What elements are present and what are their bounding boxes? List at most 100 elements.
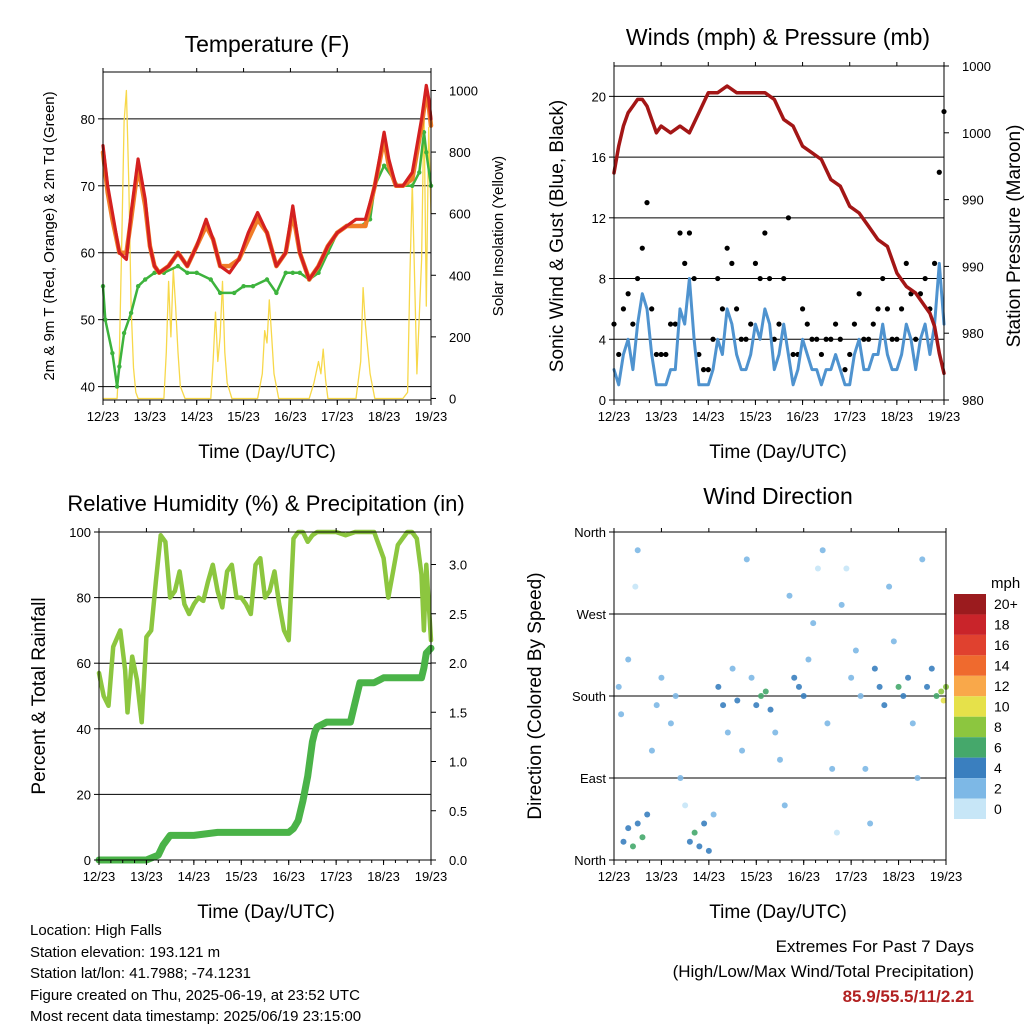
dewpoint-point bbox=[208, 277, 213, 282]
precipitation-series bbox=[95, 644, 435, 864]
humidity-xlabel: Time (Day/UTC) bbox=[197, 902, 335, 923]
y2-tick-label: 0 bbox=[449, 391, 456, 406]
colorbar-swatch bbox=[954, 798, 986, 819]
direction-title: Wind Direction bbox=[703, 483, 853, 509]
gust-point bbox=[875, 306, 881, 312]
direction-point bbox=[814, 565, 821, 572]
rh-line bbox=[96, 529, 434, 725]
direction-point bbox=[705, 847, 712, 854]
x-tick-label: 16/23 bbox=[786, 409, 819, 424]
direction-point bbox=[800, 693, 807, 699]
x-tick-label: 13/23 bbox=[645, 869, 678, 884]
direction-point bbox=[924, 683, 931, 690]
x-tick-label: 16/23 bbox=[787, 869, 820, 884]
gust-point bbox=[738, 336, 744, 342]
gust-point bbox=[710, 336, 716, 342]
station-info: Location: High Falls Station elevation: … bbox=[30, 920, 361, 1028]
gust-point bbox=[696, 351, 702, 358]
x-tick-label: 14/23 bbox=[693, 869, 726, 884]
direction-panel: Wind Direction NorthEastSouthWestNorth12… bbox=[525, 483, 1020, 923]
direction-point bbox=[914, 775, 921, 781]
direction-point bbox=[867, 820, 874, 827]
direction-point bbox=[895, 683, 902, 690]
gust-point bbox=[757, 275, 763, 282]
temperature-title: Temperature (F) bbox=[185, 31, 350, 57]
direction-point bbox=[871, 665, 878, 672]
dewpoint-point bbox=[175, 263, 181, 269]
humidity-ylabel-left: Percent & Total Rainfall bbox=[29, 597, 50, 794]
y2-tick-label: 1.5 bbox=[449, 705, 467, 720]
direction-point bbox=[781, 802, 788, 809]
x-tick-label: 12/23 bbox=[598, 869, 631, 884]
precip-line bbox=[95, 644, 435, 864]
y-tick-label: 8 bbox=[599, 272, 606, 287]
humidity-panel: Relative Humidity (%) & Precipitation (i… bbox=[29, 491, 467, 923]
colorbar-label: 0 bbox=[994, 801, 1002, 817]
gust-point bbox=[625, 291, 631, 297]
y2-tick-label: 1.0 bbox=[449, 755, 467, 770]
colorbar-swatch bbox=[954, 716, 986, 738]
gust-point bbox=[837, 336, 843, 342]
gust-point bbox=[903, 260, 909, 266]
x-tick-label: 14/23 bbox=[692, 409, 725, 424]
gust-point bbox=[715, 275, 721, 282]
direction-point bbox=[720, 702, 727, 709]
gust-point bbox=[799, 306, 806, 312]
direction-point bbox=[824, 720, 831, 727]
direction-point bbox=[786, 592, 793, 599]
colorbar-label: 6 bbox=[994, 739, 1002, 755]
y2-tick-label: 0.0 bbox=[449, 853, 467, 868]
x-tick-label: 19/23 bbox=[415, 869, 448, 884]
y-tick-label: North bbox=[574, 525, 606, 540]
direction-point bbox=[919, 556, 926, 563]
colorbar-swatch bbox=[954, 757, 986, 779]
y2-tick-label: 200 bbox=[449, 330, 471, 345]
solar-insolation-series bbox=[102, 89, 432, 400]
dewpoint-point bbox=[135, 284, 141, 289]
direction-point bbox=[758, 693, 765, 699]
gust-point bbox=[922, 275, 928, 282]
y-tick-label: 70 bbox=[81, 179, 95, 194]
dewpoint-point bbox=[381, 163, 387, 168]
y2-tick-label: 1000 bbox=[962, 126, 991, 141]
gust-point bbox=[889, 336, 895, 342]
gust-point bbox=[752, 260, 759, 266]
y-tick-label: 50 bbox=[81, 313, 95, 328]
gust-point bbox=[776, 321, 782, 327]
direction-point bbox=[753, 702, 760, 709]
gust-point bbox=[658, 351, 664, 358]
direction-point bbox=[658, 674, 665, 681]
gust-point bbox=[832, 321, 839, 327]
direction-point bbox=[881, 702, 888, 709]
colorbar-label: 12 bbox=[994, 678, 1010, 694]
gust-point bbox=[790, 351, 796, 358]
dewpoint-series bbox=[100, 130, 434, 389]
gust-point bbox=[672, 321, 678, 327]
dewpoint-point bbox=[194, 270, 199, 276]
dewpoint-point bbox=[316, 270, 321, 276]
colorbar-label: 16 bbox=[994, 637, 1010, 653]
gust-point bbox=[733, 306, 740, 312]
gust-point bbox=[667, 321, 674, 327]
x-tick-label: 15/23 bbox=[227, 409, 260, 424]
humidity-title: Relative Humidity (%) & Precipitation (i… bbox=[67, 491, 464, 516]
gust-point bbox=[870, 321, 876, 327]
direction-point bbox=[928, 665, 935, 672]
gust-point bbox=[936, 169, 942, 175]
colorbar-swatch bbox=[954, 696, 986, 717]
dewpoint-point bbox=[250, 284, 256, 289]
direction-point bbox=[933, 693, 940, 699]
direction-point bbox=[848, 674, 855, 681]
winds-axes: 0 4 8 12 16 20 12/23 13/23 14/23 15/23 16/23 17/23 1… bbox=[592, 59, 991, 424]
dewpoint-point bbox=[110, 350, 115, 356]
gust-point bbox=[700, 367, 707, 373]
humidity-axes: 0 20 40 60 80 100 12/23 13/23 14/23 15/23 16/23 17/… bbox=[69, 525, 467, 884]
dewpoint-point bbox=[290, 270, 295, 276]
station-latlon: Station lat/lon: 41.7988; -74.1231 bbox=[30, 965, 252, 982]
direction-point bbox=[795, 683, 802, 690]
colorbar-label: 8 bbox=[994, 719, 1002, 735]
gust-point bbox=[616, 351, 622, 358]
dewpoint-point bbox=[410, 183, 415, 188]
gust-point bbox=[719, 306, 726, 312]
